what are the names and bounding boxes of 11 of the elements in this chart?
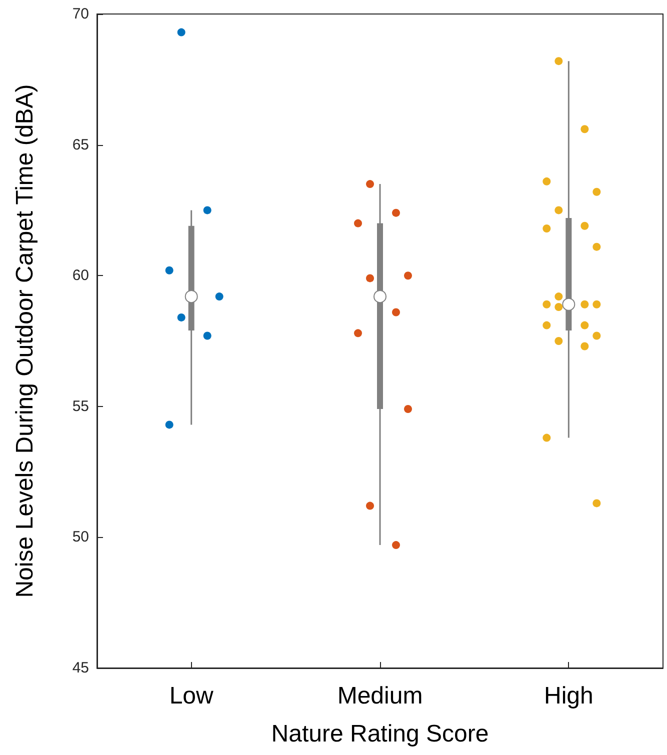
y-axis-title: Noise Levels During Outdoor Carpet Time (dBA) (12, 84, 38, 598)
y-tick-label: 50 (72, 528, 89, 546)
x-tick-label: Medium (337, 682, 423, 710)
y-tick-label: 65 (72, 136, 89, 154)
y-tick-label: 55 (72, 398, 89, 415)
x-axis-title: Nature Rating Score (271, 720, 489, 748)
x-tick-label: High (544, 682, 594, 710)
y-tick-label: 60 (72, 267, 89, 284)
y-tick-label: 70 (72, 6, 89, 22)
y-tick-label: 45 (72, 660, 89, 676)
x-tick-label: Low (169, 682, 214, 710)
